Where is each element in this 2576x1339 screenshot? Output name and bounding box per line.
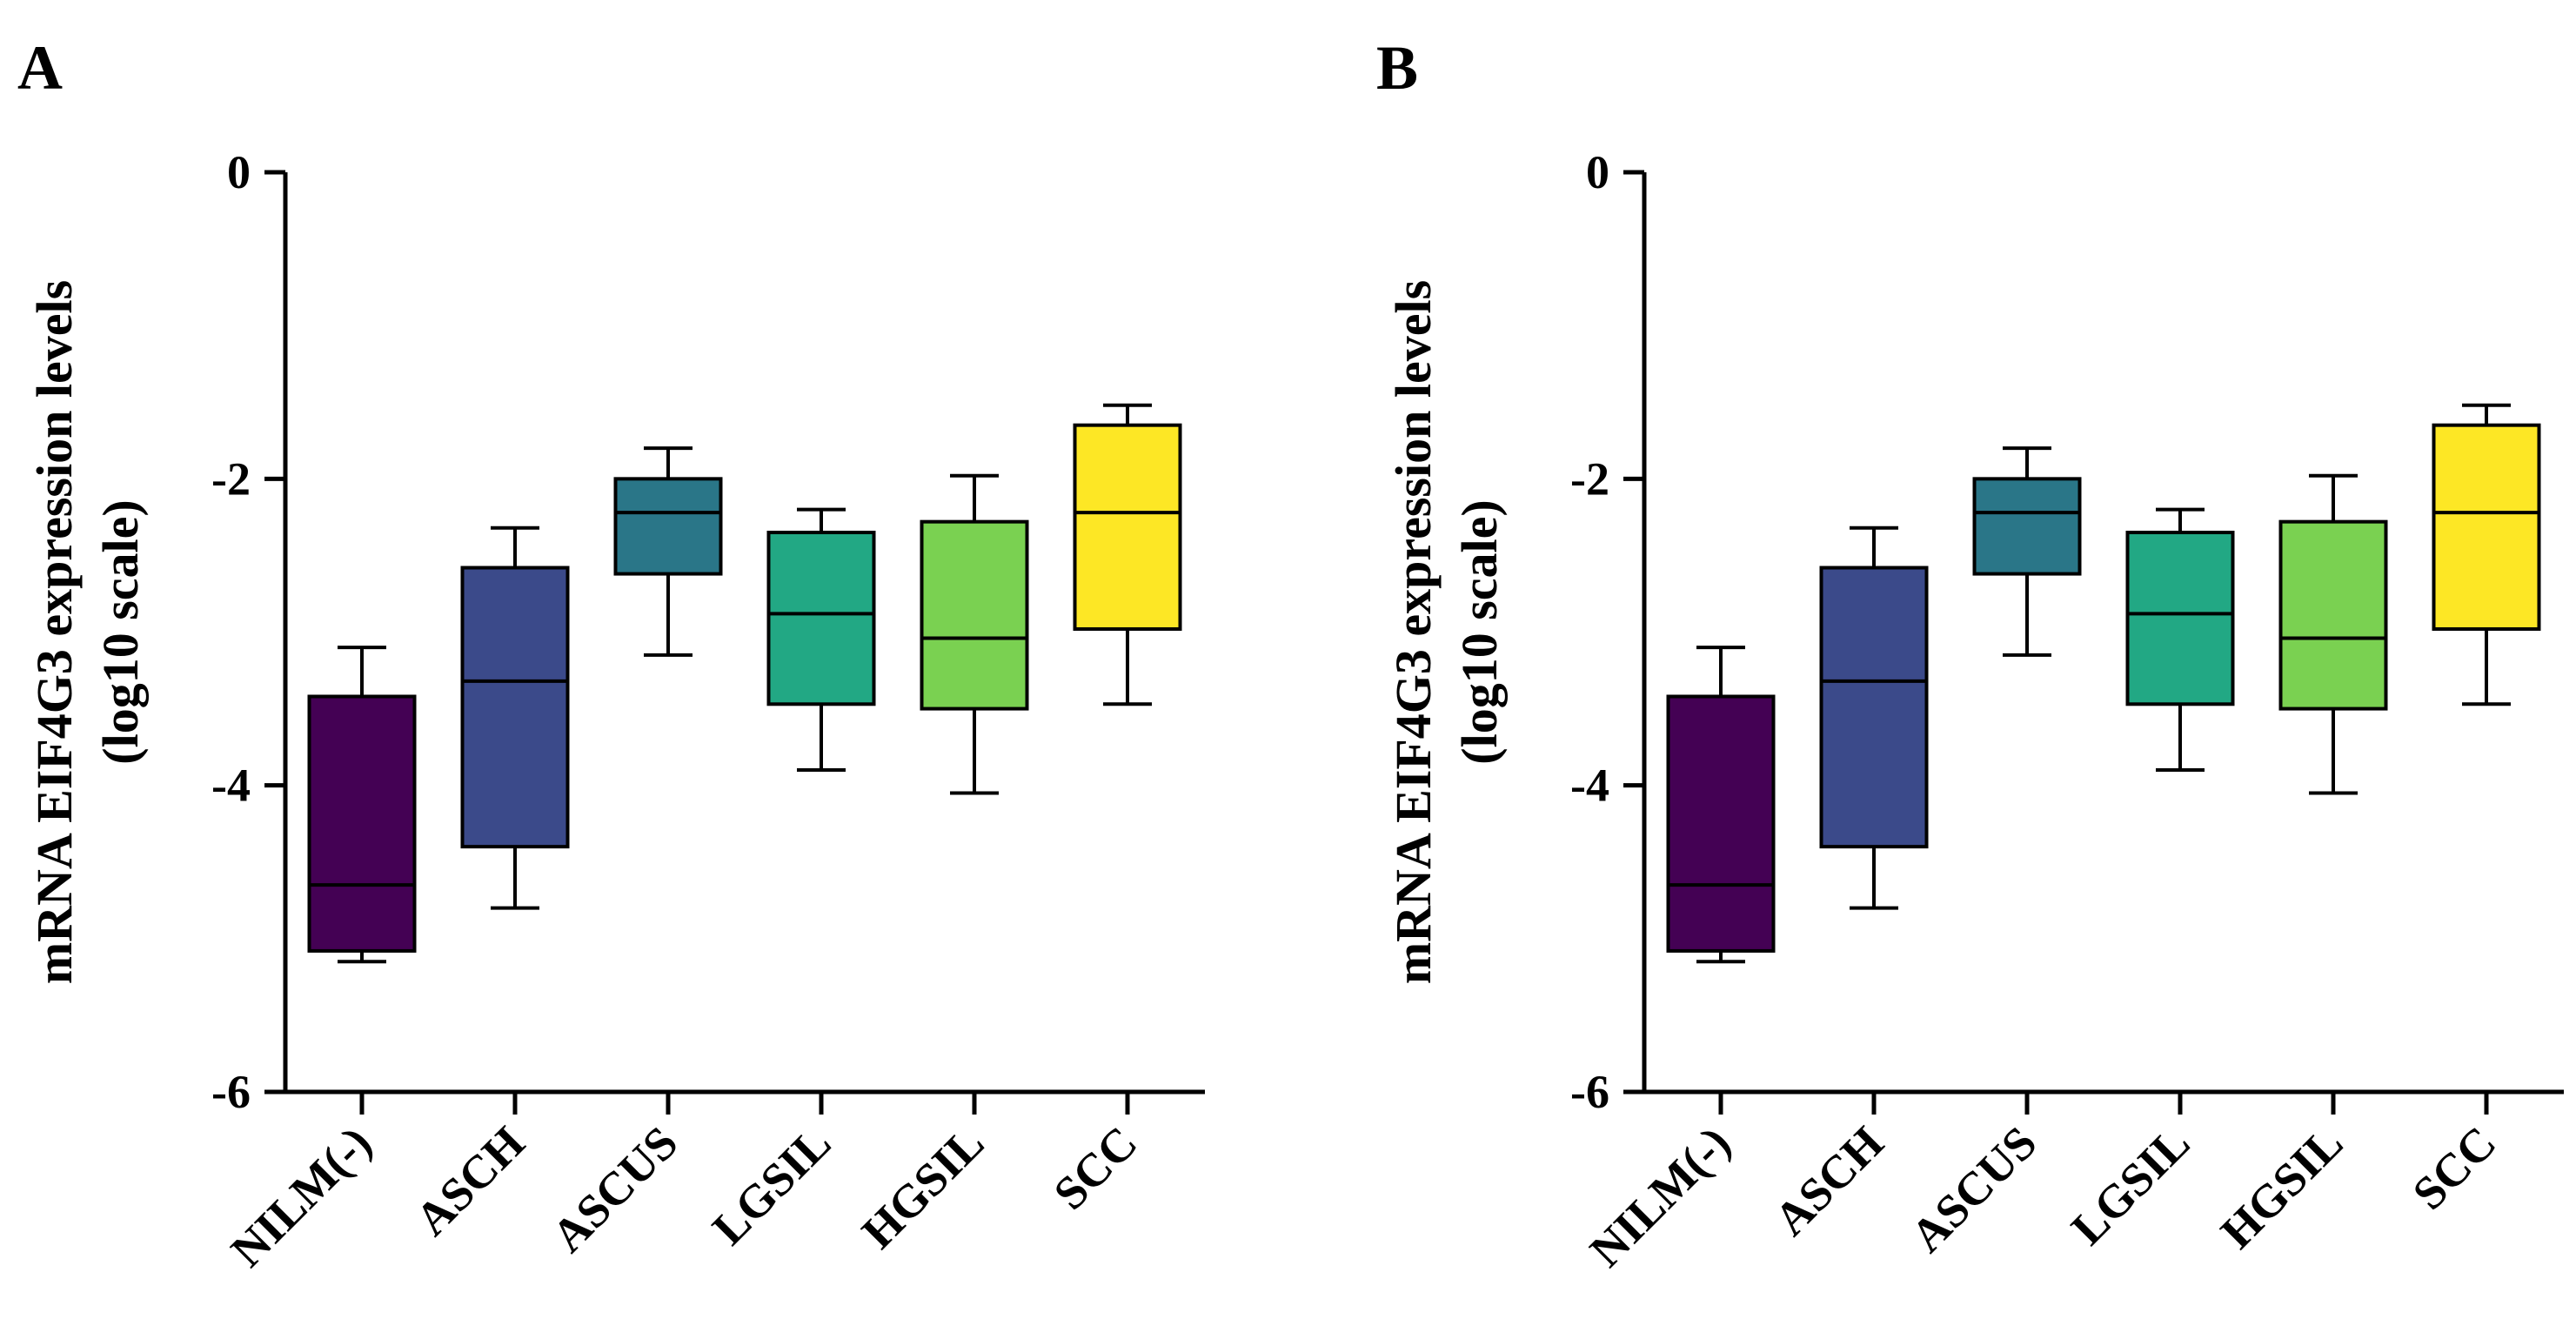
box-nilm bbox=[1666, 646, 1776, 964]
iqr-box bbox=[920, 519, 1029, 711]
box-hgsil bbox=[2278, 473, 2388, 795]
x-tick-label: HGSIL bbox=[2211, 1116, 2352, 1258]
box-nilm bbox=[307, 646, 417, 964]
y-tick-label: -6 bbox=[1570, 1066, 1609, 1118]
box-scc bbox=[2432, 403, 2541, 706]
iqr-box bbox=[307, 694, 417, 953]
box-ascus bbox=[613, 446, 723, 657]
x-tick-label: NILM(-) bbox=[1580, 1116, 1741, 1277]
box-lgsil bbox=[766, 507, 876, 773]
x-tick-label: LGSIL bbox=[2061, 1116, 2199, 1255]
y-tick-label: 0 bbox=[1586, 146, 1609, 198]
iqr-box bbox=[2432, 423, 2541, 631]
x-tick-label: ASCH bbox=[405, 1116, 535, 1246]
box-asch bbox=[1819, 526, 1929, 910]
iqr-box bbox=[1819, 566, 1929, 849]
y-tick-label: -2 bbox=[211, 452, 251, 505]
iqr-box bbox=[1666, 694, 1776, 953]
iqr-box bbox=[2125, 530, 2235, 706]
panel-b: B 0 -2 -4 -6 mRNA EIF4G3 expression levels (lo… bbox=[1376, 33, 2564, 1277]
iqr-box bbox=[1073, 423, 1182, 631]
panel-label: B bbox=[1376, 33, 1418, 103]
iqr-box bbox=[766, 530, 876, 706]
y-axis-label: mRNA EIF4G3 expression levels bbox=[1385, 280, 1442, 984]
y-axis-label: (log10 scale) bbox=[1451, 499, 1508, 764]
iqr-box bbox=[2278, 519, 2388, 711]
iqr-box bbox=[460, 566, 570, 849]
y-axis-label: (log10 scale) bbox=[92, 499, 149, 764]
panel-label: A bbox=[17, 33, 63, 103]
x-tick-label: SCC bbox=[2403, 1116, 2506, 1220]
box-scc bbox=[1073, 403, 1182, 706]
box-ascus bbox=[1972, 446, 2082, 657]
box-asch bbox=[460, 526, 570, 910]
x-tick-label: ASCH bbox=[1764, 1116, 1894, 1246]
x-tick-label: ASCUS bbox=[542, 1116, 688, 1262]
iqr-box bbox=[613, 477, 723, 576]
x-tick-label: NILM(-) bbox=[221, 1116, 382, 1277]
x-tick-label: LGSIL bbox=[702, 1116, 840, 1255]
y-axis-label: mRNA EIF4G3 expression levels bbox=[26, 280, 83, 984]
y-tick-label: 0 bbox=[227, 146, 251, 198]
y-tick-label: -2 bbox=[1570, 452, 1609, 505]
x-tick-label: SCC bbox=[1044, 1116, 1147, 1220]
y-tick-label: -4 bbox=[1570, 760, 1609, 812]
y-tick-label: -6 bbox=[211, 1066, 251, 1118]
box-hgsil bbox=[920, 473, 1029, 795]
x-tick-label: ASCUS bbox=[1901, 1116, 2047, 1262]
box-lgsil bbox=[2125, 507, 2235, 773]
panel-a: A 0 -2 -4 -6 mRNA EIF4G3 expression levels (lo… bbox=[17, 33, 1205, 1277]
x-tick-label: HGSIL bbox=[852, 1116, 994, 1258]
y-tick-label: -4 bbox=[211, 760, 251, 812]
iqr-box bbox=[1972, 477, 2082, 576]
